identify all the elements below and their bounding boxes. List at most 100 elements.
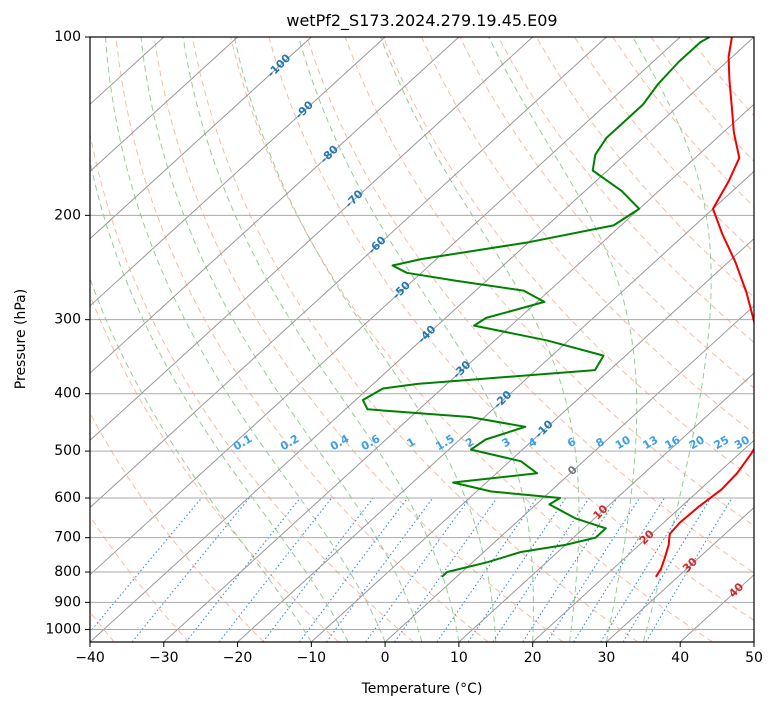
- x-tick-label: 0: [381, 650, 390, 666]
- moist-adiabat: [632, 37, 712, 642]
- mixing-ratio-line: [645, 497, 733, 642]
- mixing-ratio-label: 0.2: [278, 432, 301, 453]
- skewed-isotherm: [753, 641, 754, 642]
- x-tick-label: −30: [149, 650, 179, 666]
- x-tick-label: −20: [223, 650, 253, 666]
- temperature-profile-line: [655, 37, 754, 578]
- mixing-ratio-line: [522, 497, 618, 642]
- moist-adiabat: [380, 37, 580, 642]
- mixing-ratio-label: 16: [663, 433, 683, 452]
- y-tick-label: 200: [54, 207, 81, 223]
- mixing-ratio-line: [573, 497, 665, 642]
- skewed-isotherm: [458, 372, 754, 642]
- skewed-isotherm: [90, 37, 607, 509]
- mixing-ratio-label: 0.1: [231, 432, 254, 453]
- dry-adiabat: [268, 37, 754, 622]
- mixing-ratio-label: 0.4: [328, 432, 352, 453]
- dry-adiabat: [535, 37, 754, 298]
- mixing-ratio-line: [600, 497, 691, 642]
- y-tick-label: 500: [54, 443, 81, 459]
- dry-adiabat: [90, 131, 414, 642]
- x-tick-label: −40: [75, 650, 105, 666]
- mixing-ratio-line: [492, 497, 590, 642]
- dry-adiabat: [344, 37, 754, 527]
- y-tick-label: 800: [54, 564, 81, 580]
- mixing-ratio-line: [299, 497, 408, 642]
- dry-adiabat: [90, 515, 190, 642]
- dewpoint-profile-line: [361, 37, 711, 578]
- mixing-ratio-line: [131, 497, 250, 642]
- skewed-isotherm: [163, 103, 754, 642]
- skewed-isotherm: [310, 237, 754, 642]
- mixing-ratio-line: [325, 497, 434, 642]
- dry-adiabat: [497, 37, 754, 344]
- x-tick-label: 30: [598, 650, 616, 666]
- y-tick-label: 900: [54, 594, 81, 610]
- y-tick-label: 600: [54, 490, 81, 506]
- mixing-ratio-label: 10: [613, 433, 633, 452]
- dry-adiabat: [650, 37, 754, 163]
- mixing-ratio-label: 13: [640, 433, 660, 452]
- dry-adiabat: [153, 37, 564, 642]
- dry-adiabat: [90, 412, 265, 642]
- dry-adiabat: [421, 37, 754, 435]
- mixing-ratio-label: 6: [565, 435, 578, 450]
- dry-adiabat: [382, 37, 754, 481]
- skewed-isotherm: [606, 506, 754, 642]
- x-axis-label: Temperature (°C): [361, 681, 483, 697]
- moist-adiabat: [105, 37, 386, 642]
- x-tick-label: 20: [524, 650, 542, 666]
- mixing-ratio-label: 30: [732, 433, 752, 452]
- mixing-ratio-line: [218, 497, 333, 642]
- moist-adiabat: [298, 37, 534, 642]
- skewed-isotherm: [90, 37, 681, 576]
- moist-adiabat: [140, 37, 423, 642]
- y-axis-label: Pressure (hPa): [13, 289, 29, 389]
- y-tick-label: 300: [54, 312, 81, 328]
- x-tick-label: 10: [450, 650, 468, 666]
- mixing-ratio-line: [262, 497, 374, 642]
- x-tick-label: −10: [297, 650, 327, 666]
- mixing-ratio-line: [467, 497, 567, 642]
- moist-adiabat: [90, 277, 312, 642]
- x-tick-label: 50: [745, 650, 763, 666]
- skewed-isotherm: [90, 37, 312, 240]
- dry-adiabat: [688, 37, 754, 117]
- dry-adiabat: [574, 37, 754, 253]
- dry-adiabat: [191, 37, 639, 642]
- dry-adiabat: [306, 37, 754, 574]
- dry-adiabat: [459, 37, 754, 389]
- skewed-isotherm: [532, 439, 754, 642]
- skewed-isotherm: [237, 170, 754, 642]
- mixing-ratio-label: 8: [594, 435, 607, 450]
- mixing-ratio-line: [622, 497, 712, 642]
- moist-adiabat: [233, 37, 497, 642]
- isotherm-label: -100: [265, 51, 294, 80]
- skewed-isotherm: [384, 305, 754, 642]
- y-tick-label: 1000: [45, 621, 81, 637]
- skewed-isotherm: [90, 37, 460, 374]
- mixing-ratio-label: 3: [500, 435, 513, 450]
- mixing-ratio-label: 1: [405, 435, 418, 450]
- mixing-ratio-label: 0.6: [359, 432, 383, 453]
- moist-adiabat: [90, 158, 349, 642]
- mixing-ratio-label: 20: [687, 433, 707, 452]
- y-tick-label: 100: [54, 29, 81, 45]
- mixing-ratio-line: [365, 497, 471, 642]
- y-tick-label: 400: [54, 386, 81, 402]
- y-tick-label: 700: [54, 530, 81, 546]
- moist-adiabat: [182, 37, 460, 642]
- x-tick-label: 40: [671, 650, 689, 666]
- skewed-isotherm: [90, 37, 238, 173]
- mixing-ratio-label: 36: [753, 433, 773, 452]
- mixing-ratio-line: [185, 497, 301, 642]
- skewed-isotherm: [90, 37, 754, 642]
- mixing-ratio-label: 1.5: [433, 432, 456, 453]
- skewed-isotherm: [90, 37, 534, 442]
- plot-frame: [89, 36, 755, 643]
- chart-title: wetPf2_S173.2024.279.19.45.E09: [286, 11, 557, 31]
- moist-adiabat: [488, 37, 638, 642]
- dry-adiabat: [115, 37, 489, 642]
- mixing-ratio-line: [90, 497, 202, 633]
